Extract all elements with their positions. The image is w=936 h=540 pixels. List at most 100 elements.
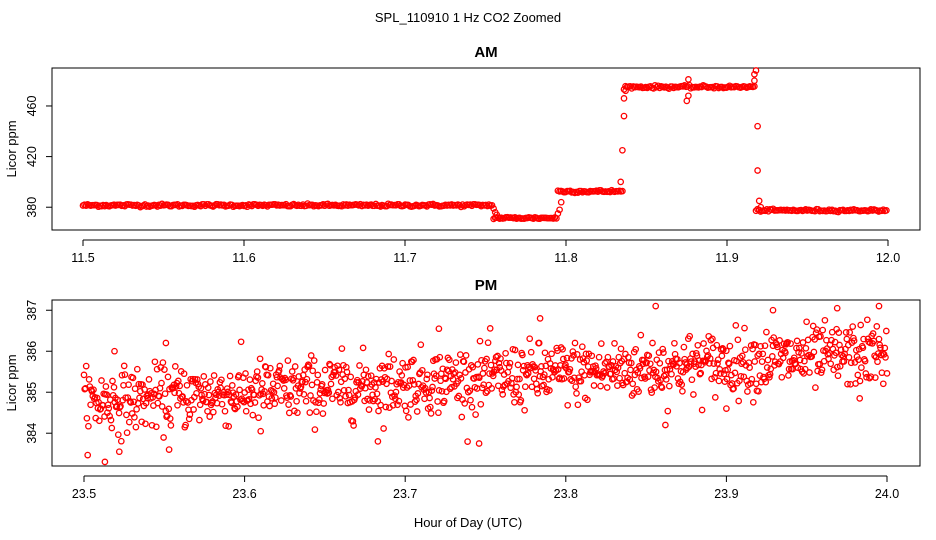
am-data-point — [484, 202, 491, 210]
pm-data-point — [533, 386, 541, 393]
pm-data-point — [198, 391, 205, 399]
pm-data-point — [255, 414, 262, 422]
pm-data-point — [592, 362, 599, 370]
pm-data-point — [135, 380, 143, 388]
pm-data-point — [570, 374, 578, 382]
pm-data-point — [356, 362, 363, 369]
pm-data-point — [340, 386, 348, 394]
pm-data-point — [234, 403, 241, 411]
pm-data-point — [372, 384, 379, 391]
pm-data-point — [207, 378, 214, 385]
pm-data-point — [694, 341, 702, 349]
pm-data-point — [424, 371, 431, 379]
pm-data-point — [318, 381, 326, 388]
pm-data-point — [698, 406, 706, 414]
pm-data-point — [717, 370, 724, 377]
pm-data-point — [629, 380, 637, 388]
am-data-point — [617, 178, 625, 186]
am-panel: AM Licor ppm 11.5 11.6 11.7 11.8 11.9 12.0 38… — [4, 44, 921, 265]
pm-data-point — [816, 360, 824, 368]
pm-data-point — [388, 377, 395, 385]
pm-data-point — [639, 360, 647, 368]
am-data-points — [79, 67, 890, 223]
pm-data-point — [409, 377, 417, 384]
pm-data-point — [218, 376, 225, 384]
pm-data-point — [755, 350, 763, 358]
pm-data-point — [349, 417, 357, 425]
am-data-point — [377, 203, 384, 210]
pm-y-axis: 384 385 386 387 — [25, 300, 53, 444]
am-data-point — [577, 187, 585, 195]
pm-data-point — [441, 374, 449, 382]
pm-data-point — [284, 357, 292, 364]
pm-data-point — [460, 358, 468, 366]
pm-data-point — [746, 364, 753, 371]
pm-data-point — [287, 393, 295, 400]
pm-data-point — [523, 371, 531, 379]
pm-data-point — [635, 388, 642, 395]
pm-data-point — [831, 338, 839, 346]
pm-data-point — [608, 361, 615, 369]
pm-data-point — [663, 366, 671, 374]
pm-data-point — [82, 362, 90, 370]
am-data-point — [751, 77, 758, 85]
pm-data-point — [761, 342, 769, 350]
pm-y-tick-label: 384 — [25, 423, 39, 444]
pm-data-point — [877, 344, 884, 352]
pm-data-point — [206, 413, 214, 420]
pm-data-point — [814, 367, 821, 375]
pm-data-point — [435, 409, 442, 417]
pm-data-point — [242, 370, 249, 377]
pm-data-point — [442, 375, 450, 383]
pm-data-point — [307, 352, 315, 359]
pm-data-point — [603, 384, 611, 391]
pm-data-point — [354, 391, 362, 398]
am-data-point — [620, 112, 628, 120]
pm-data-point — [288, 368, 296, 375]
pm-data-point — [795, 344, 803, 352]
am-data-point — [459, 201, 466, 208]
pm-data-point — [849, 323, 857, 330]
pm-data-point — [390, 356, 398, 363]
pm-data-point — [350, 422, 357, 429]
pm-data-point — [733, 357, 740, 365]
pm-data-point — [513, 375, 521, 383]
pm-data-point — [305, 362, 313, 370]
pm-data-point — [756, 372, 764, 379]
pm-data-point — [266, 364, 274, 372]
pm-data-point — [462, 352, 470, 359]
pm-data-point — [186, 411, 194, 418]
pm-data-point — [521, 383, 529, 391]
pm-data-point — [247, 400, 254, 408]
am-data-point — [530, 215, 537, 222]
pm-data-point — [256, 355, 264, 363]
pm-data-point — [258, 380, 266, 387]
pm-data-point — [418, 366, 426, 374]
pm-data-point — [706, 355, 714, 362]
pm-data-point — [218, 400, 226, 408]
pm-data-point — [427, 410, 435, 417]
pm-data-point — [613, 368, 621, 376]
pm-data-point — [310, 357, 318, 364]
am-data-point — [594, 188, 602, 195]
pm-data-point — [819, 326, 827, 334]
pm-data-point — [147, 390, 155, 397]
pm-data-point — [85, 376, 93, 383]
pm-data-point — [714, 356, 722, 364]
pm-data-point — [881, 344, 889, 352]
pm-data-point — [101, 458, 109, 466]
pm-data-point — [321, 366, 329, 374]
pm-data-point — [577, 377, 585, 385]
pm-data-point — [182, 421, 189, 429]
pm-data-point — [254, 374, 262, 381]
pm-data-point — [695, 361, 702, 369]
pm-data-point — [688, 376, 696, 384]
pm-data-point — [152, 423, 160, 431]
pm-data-point — [648, 389, 656, 396]
pm-data-point — [776, 337, 783, 344]
pm-data-point — [645, 352, 653, 360]
pm-data-point — [414, 390, 422, 397]
pm-data-point — [528, 383, 536, 391]
pm-data-point — [251, 399, 259, 406]
pm-data-point — [127, 399, 135, 406]
